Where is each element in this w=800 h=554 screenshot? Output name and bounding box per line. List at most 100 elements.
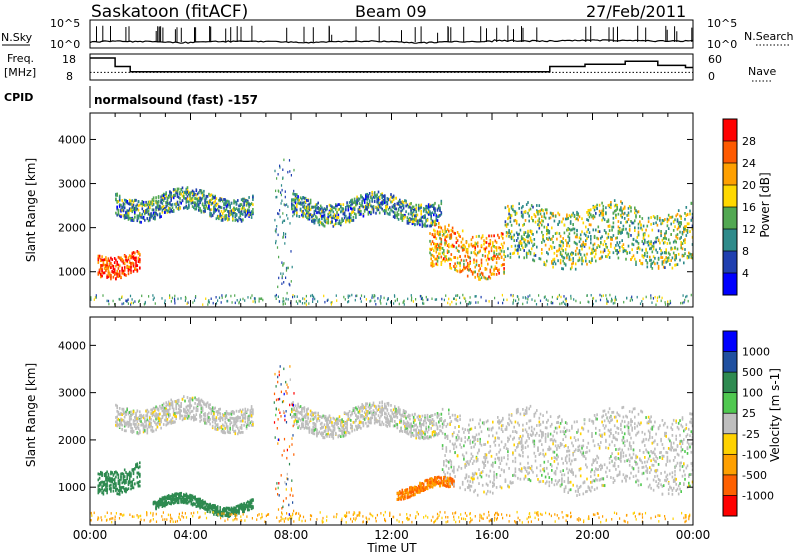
data-cell — [586, 211, 588, 214]
data-cell — [185, 187, 188, 191]
data-cell — [117, 410, 120, 414]
data-cell — [336, 215, 338, 219]
data-cell — [585, 234, 587, 237]
freq-label: Freq. — [7, 52, 34, 65]
data-cell — [411, 214, 414, 218]
data-cell — [125, 429, 127, 433]
data-cell — [131, 427, 134, 430]
data-cell — [399, 198, 401, 202]
data-cell — [232, 425, 234, 429]
data-cell — [145, 423, 147, 426]
data-cell — [159, 500, 161, 503]
data-cell — [106, 484, 108, 488]
data-cell — [528, 234, 530, 238]
data-cell — [461, 268, 464, 272]
data-cell — [141, 423, 144, 427]
data-cell — [525, 251, 528, 255]
data-cell — [157, 503, 160, 507]
data-cell — [593, 242, 596, 246]
data-cell — [585, 256, 587, 260]
data-cell — [586, 252, 588, 256]
data-cell — [229, 419, 231, 423]
data-cell — [485, 258, 488, 262]
data-cell — [656, 296, 659, 299]
data-cell — [465, 240, 468, 244]
data-cell — [274, 294, 276, 298]
data-cell — [183, 409, 185, 413]
power-colorbar-swatch — [723, 207, 737, 230]
data-cell — [105, 258, 107, 262]
data-cell — [366, 203, 368, 207]
data-cell — [431, 223, 434, 227]
data-cell — [220, 219, 223, 222]
data-cell — [150, 417, 152, 421]
data-cell — [553, 251, 556, 255]
data-cell — [574, 249, 577, 253]
data-cell — [616, 249, 618, 252]
data-cell — [438, 225, 440, 229]
data-cell — [557, 211, 559, 215]
data-cell — [233, 209, 235, 212]
data-cell — [130, 474, 132, 478]
data-cell — [106, 487, 108, 491]
data-cell — [107, 269, 110, 273]
data-cell — [380, 201, 382, 205]
data-cell — [662, 241, 665, 245]
data-cell — [448, 223, 450, 227]
data-cell — [186, 412, 189, 416]
data-cell — [210, 208, 213, 212]
data-cell — [208, 504, 210, 507]
data-cell — [453, 256, 455, 259]
data-cell — [443, 249, 445, 252]
data-cell — [305, 303, 307, 306]
data-cell — [223, 206, 225, 210]
data-cell — [625, 257, 627, 261]
data-cell — [616, 207, 618, 211]
data-cell — [185, 405, 188, 409]
data-cell — [384, 197, 386, 201]
data-cell — [544, 263, 547, 267]
data-cell — [230, 209, 233, 213]
data-cell — [525, 235, 528, 239]
data-cell — [216, 428, 219, 431]
data-cell — [558, 293, 560, 297]
data-cell — [329, 204, 332, 208]
data-cell — [660, 222, 662, 226]
data-cell — [250, 420, 253, 423]
data-cell — [419, 206, 421, 210]
data-cell — [371, 198, 373, 202]
data-cell — [234, 294, 236, 297]
data-cell — [412, 220, 415, 224]
data-cell — [481, 272, 484, 276]
data-cell — [223, 431, 225, 435]
data-cell — [365, 207, 367, 211]
data-cell — [597, 244, 600, 247]
data-cell — [674, 239, 676, 243]
data-cell — [159, 417, 161, 421]
data-cell — [454, 268, 456, 271]
data-cell — [523, 222, 525, 226]
data-cell — [216, 510, 219, 513]
data-cell — [353, 207, 356, 211]
data-cell — [429, 205, 431, 209]
data-cell — [276, 246, 279, 249]
data-cell — [363, 209, 366, 212]
data-cell — [127, 211, 130, 215]
data-cell — [193, 193, 195, 197]
data-cell — [382, 195, 385, 198]
data-cell — [128, 418, 131, 422]
data-cell — [598, 230, 601, 233]
data-cell — [237, 426, 239, 430]
data-cell — [126, 408, 128, 411]
data-cell — [488, 234, 490, 238]
data-cell — [169, 496, 171, 500]
data-cell — [365, 298, 367, 301]
data-cell — [130, 426, 132, 430]
data-cell — [238, 416, 240, 419]
data-cell — [127, 202, 130, 206]
data-cell — [185, 192, 188, 196]
data-cell — [192, 301, 194, 304]
data-cell — [381, 196, 383, 200]
data-cell — [384, 210, 386, 214]
data-cell — [152, 502, 155, 506]
